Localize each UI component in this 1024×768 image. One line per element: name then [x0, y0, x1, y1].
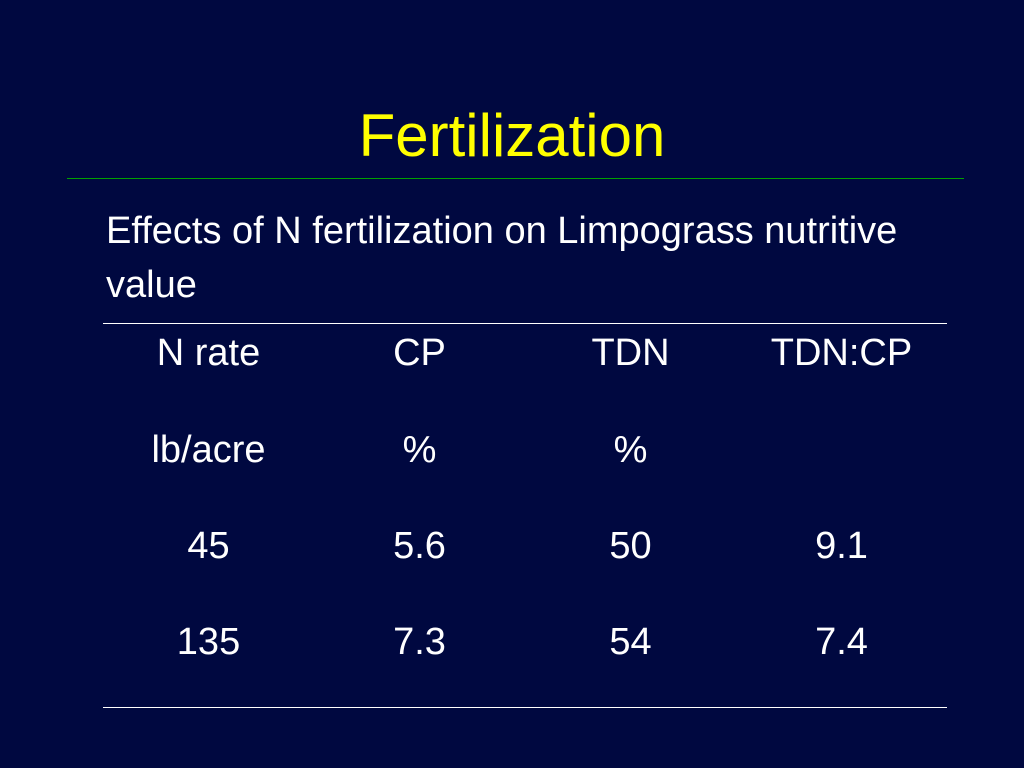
cell-tdn: 50: [609, 524, 652, 567]
cell-cp: 7.3: [393, 620, 446, 663]
table-row: 45 5.6 50 9.1: [103, 498, 947, 594]
table-top-rule: [103, 323, 947, 324]
table-units-row: lb/acre % %: [103, 402, 947, 498]
unit-n-rate: lb/acre: [151, 428, 266, 471]
cell-n-rate: 45: [187, 524, 230, 567]
cell-n-rate: 135: [176, 620, 241, 663]
nutritive-value-table: N rate CP TDN TDN:CP lb/acre % % 45 5.6 …: [103, 324, 947, 690]
header-n-rate: N rate: [156, 332, 261, 374]
cell-tdn-cp: 7.4: [815, 620, 868, 663]
unit-cp: %: [402, 428, 437, 471]
table-row: 135 7.3 54 7.4: [103, 594, 947, 690]
header-tdn-cp: TDN:CP: [770, 332, 913, 374]
header-tdn: TDN: [591, 332, 670, 374]
slide-title: Fertilization: [358, 102, 666, 169]
unit-tdn-cp: [736, 402, 947, 498]
cell-tdn: 54: [609, 620, 652, 663]
cell-cp: 5.6: [393, 524, 446, 567]
header-cp: CP: [393, 332, 446, 374]
slide-subtitle: Effects of N fertilization on Limpograss…: [106, 210, 898, 306]
table-bottom-rule: [103, 707, 947, 708]
unit-tdn: %: [613, 428, 648, 471]
table-header-row: N rate CP TDN TDN:CP: [103, 324, 947, 402]
title-divider: [67, 178, 964, 179]
cell-tdn-cp: 9.1: [815, 524, 868, 567]
